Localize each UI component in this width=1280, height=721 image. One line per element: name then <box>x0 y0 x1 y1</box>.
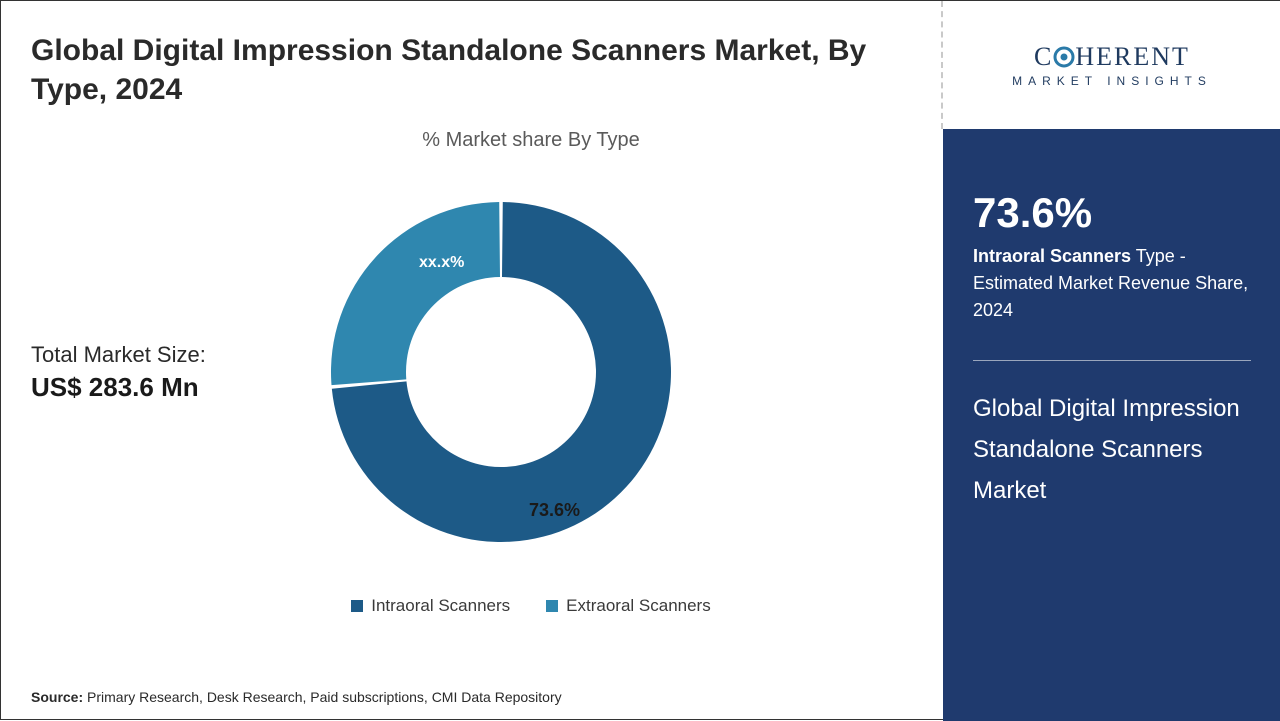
source-footnote: Source: Primary Research, Desk Research,… <box>31 689 562 705</box>
stat-description: Intraoral Scanners Type - Estimated Mark… <box>973 243 1251 324</box>
logo-c: C <box>1034 42 1053 71</box>
legend-label: Extraoral Scanners <box>566 596 711 616</box>
market-size-label: Total Market Size: <box>31 342 291 368</box>
panel-divider <box>973 360 1251 361</box>
stat-bold: Intraoral Scanners <box>973 246 1131 266</box>
source-text: Primary Research, Desk Research, Paid su… <box>83 689 562 705</box>
market-size-value: US$ 283.6 Mn <box>31 372 291 403</box>
logo-area: C HERENT MARKET INSIGHTS <box>943 1 1280 129</box>
brand-logo: C HERENT MARKET INSIGHTS <box>1012 42 1212 88</box>
stat-panel: 73.6% Intraoral Scanners Type - Estimate… <box>943 129 1280 721</box>
donut-svg <box>311 182 691 562</box>
legend-swatch <box>546 600 558 612</box>
panel-title: Global Digital Impression Standalone Sca… <box>973 389 1251 511</box>
chart-legend: Intraoral Scanners Extraoral Scanners <box>151 596 911 617</box>
chart-subtitle: % Market share By Type <box>151 129 911 152</box>
legend-swatch <box>351 600 363 612</box>
logo-o-icon <box>1053 42 1075 71</box>
logo-sub: MARKET INSIGHTS <box>1012 74 1212 88</box>
slice-label: xx.x% <box>419 254 464 272</box>
slice-label: 73.6% <box>529 500 580 521</box>
legend-label: Intraoral Scanners <box>371 596 510 616</box>
market-size-block: Total Market Size: US$ 283.6 Mn <box>31 342 311 403</box>
source-prefix: Source: <box>31 689 83 705</box>
main-content: Global Digital Impression Standalone Sca… <box>1 1 941 721</box>
logo-rest: HERENT <box>1075 42 1190 71</box>
logo-main: C HERENT <box>1012 42 1212 72</box>
donut-chart: 73.6% xx.x% <box>311 182 691 562</box>
legend-item: Intraoral Scanners <box>351 596 510 616</box>
legend-item: Extraoral Scanners <box>546 596 711 616</box>
chart-row: Total Market Size: US$ 283.6 Mn 73.6% xx.… <box>31 162 911 582</box>
donut-slice <box>331 202 500 385</box>
chart-title: Global Digital Impression Standalone Sca… <box>31 31 911 109</box>
stat-percentage: 73.6% <box>973 189 1251 237</box>
